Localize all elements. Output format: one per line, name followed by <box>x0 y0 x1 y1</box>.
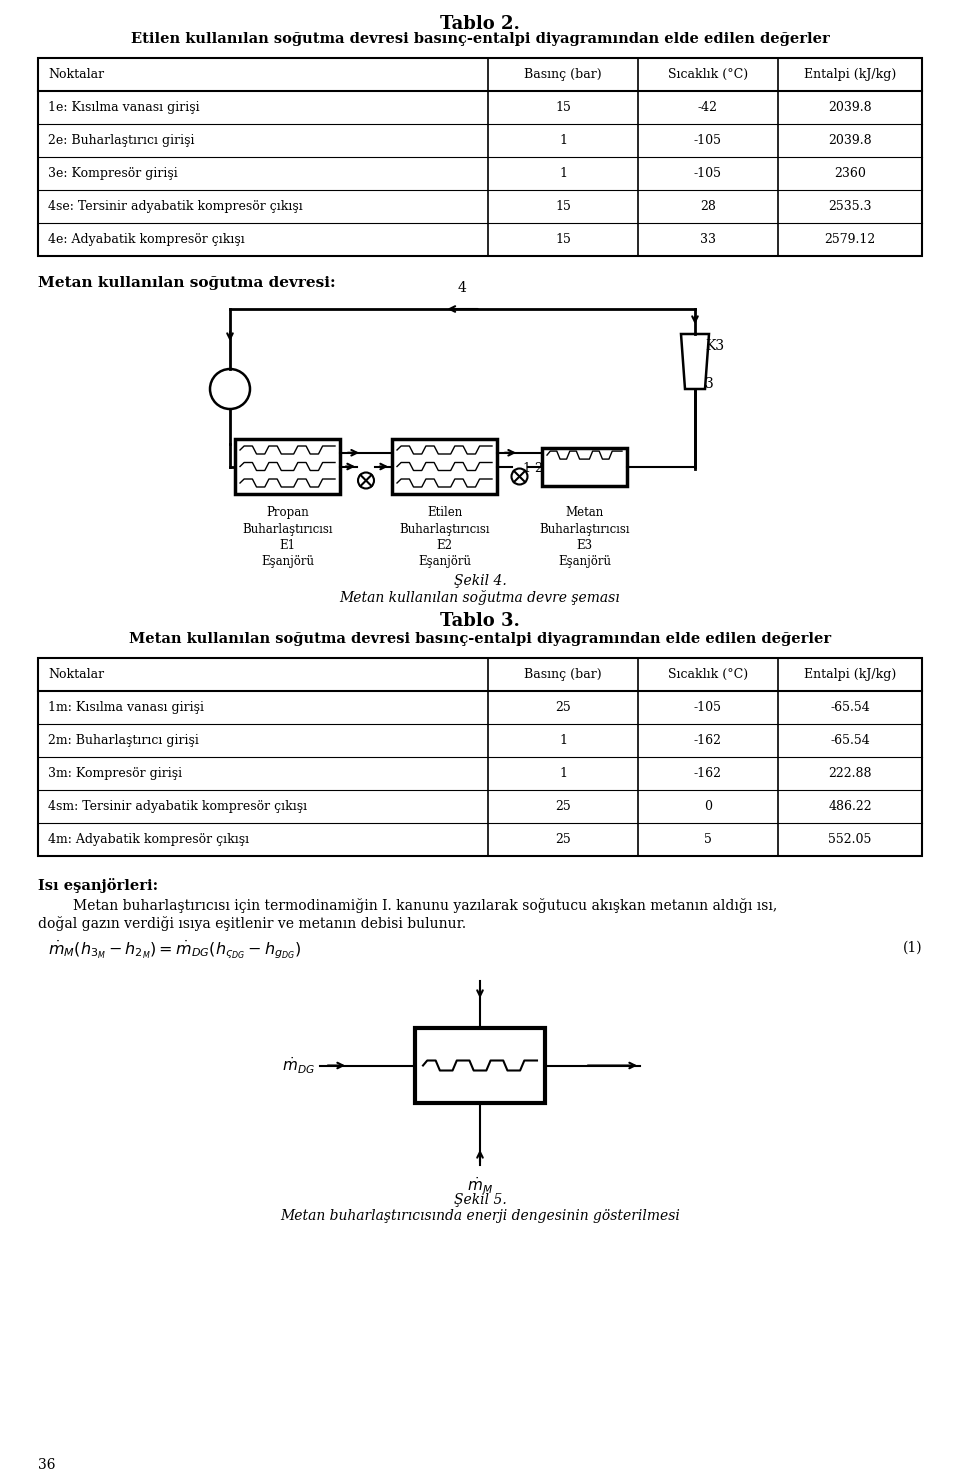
Text: Metan buharlaştırıcısı için termodinamiğin I. kanunu yazılarak soğutucu akışkan : Metan buharlaştırıcısı için termodinamiğ… <box>73 899 778 913</box>
Text: $\dot{m}_{DG}$: $\dot{m}_{DG}$ <box>282 1055 315 1075</box>
Text: 2579.12: 2579.12 <box>825 233 876 246</box>
Text: Metan kullanılan soğutma devresi:: Metan kullanılan soğutma devresi: <box>38 275 336 290</box>
Text: 2039.8: 2039.8 <box>828 102 872 113</box>
Text: 2e: Buharlaştırıcı girişi: 2e: Buharlaştırıcı girişi <box>48 134 195 147</box>
Text: -105: -105 <box>694 701 722 714</box>
Text: 1: 1 <box>559 134 567 147</box>
Text: Tablo 2.: Tablo 2. <box>440 15 520 32</box>
Text: -65.54: -65.54 <box>830 701 870 714</box>
Text: Isı eşanjörleri:: Isı eşanjörleri: <box>38 878 158 893</box>
Text: Metan
Buharlaştırıcısı
E3
Eşanjörü: Metan Buharlaştırıcısı E3 Eşanjörü <box>540 507 630 569</box>
Text: Metan kullanılan soğutma devre şeması: Metan kullanılan soğutma devre şeması <box>340 591 620 605</box>
Text: 25: 25 <box>555 701 571 714</box>
Text: -65.54: -65.54 <box>830 734 870 747</box>
Text: Etilen
Buharlaştırıcısı
E2
Eşanjörü: Etilen Buharlaştırıcısı E2 Eşanjörü <box>399 507 490 569</box>
Text: Metan kullanılan soğutma devresi basınç-entalpi diyagramından elde edilen değerl: Metan kullanılan soğutma devresi basınç-… <box>129 632 831 647</box>
Text: Etilen kullanılan soğutma devresi basınç-entalpi diyagramından elde edilen değer: Etilen kullanılan soğutma devresi basınç… <box>131 32 829 46</box>
Text: 3: 3 <box>705 377 713 390</box>
Bar <box>38 658 922 856</box>
Text: -105: -105 <box>694 134 722 147</box>
Text: 0: 0 <box>704 800 712 813</box>
Text: Şekil 5.: Şekil 5. <box>454 1193 506 1206</box>
Text: 15: 15 <box>555 233 571 246</box>
Text: 222.88: 222.88 <box>828 767 872 781</box>
Bar <box>542 448 627 486</box>
Text: 4sm: Tersinir adyabatik kompresör çıkışı: 4sm: Tersinir adyabatik kompresör çıkışı <box>48 800 307 813</box>
Text: 2535.3: 2535.3 <box>828 200 872 214</box>
Text: Tablo 3.: Tablo 3. <box>440 611 520 630</box>
Text: 28: 28 <box>700 200 716 214</box>
Text: Noktalar: Noktalar <box>48 68 104 81</box>
Text: Sıcaklık (°C): Sıcaklık (°C) <box>668 667 748 681</box>
Bar <box>415 1028 545 1103</box>
Text: -42: -42 <box>698 102 718 113</box>
Text: 2m: Buharlaştırıcı girişi: 2m: Buharlaştırıcı girişi <box>48 734 199 747</box>
Text: Noktalar: Noktalar <box>48 667 104 681</box>
Text: 486.22: 486.22 <box>828 800 872 813</box>
Text: -105: -105 <box>694 166 722 180</box>
Text: 1: 1 <box>522 463 530 474</box>
Text: 3m: Kompresör girişi: 3m: Kompresör girişi <box>48 767 182 781</box>
Bar <box>38 57 922 256</box>
Text: 1: 1 <box>559 166 567 180</box>
Text: 4e: Adyabatik kompresör çıkışı: 4e: Adyabatik kompresör çıkışı <box>48 233 245 246</box>
Text: $\dot{m}_M$: $\dot{m}_M$ <box>468 1175 492 1196</box>
Text: 4: 4 <box>458 281 467 295</box>
Text: 4se: Tersinir adyabatik kompresör çıkışı: 4se: Tersinir adyabatik kompresör çıkışı <box>48 200 302 214</box>
Text: Entalpi (kJ/kg): Entalpi (kJ/kg) <box>804 667 896 681</box>
Text: 4m: Adyabatik kompresör çıkışı: 4m: Adyabatik kompresör çıkışı <box>48 834 250 846</box>
Text: 5: 5 <box>704 834 712 846</box>
Text: 2: 2 <box>534 463 542 474</box>
Text: 25: 25 <box>555 800 571 813</box>
Text: 1: 1 <box>559 767 567 781</box>
Text: 1: 1 <box>559 734 567 747</box>
Text: 36: 36 <box>38 1458 56 1472</box>
Text: Propan
Buharlaştırıcısı
E1
Eşanjörü: Propan Buharlaştırıcısı E1 Eşanjörü <box>242 507 333 569</box>
Text: 3e: Kompresör girişi: 3e: Kompresör girişi <box>48 166 178 180</box>
Text: $\dot{m}_M \left( h_{3_M} - h_{2_M} \right) = \dot{m}_{DG} \left( h_{\varsigma_{: $\dot{m}_M \left( h_{3_M} - h_{2_M} \rig… <box>48 938 301 960</box>
Text: 15: 15 <box>555 102 571 113</box>
Text: Şekil 4.: Şekil 4. <box>454 574 506 588</box>
Text: -162: -162 <box>694 734 722 747</box>
Bar <box>392 439 497 493</box>
Text: (1): (1) <box>902 941 922 955</box>
Text: 552.05: 552.05 <box>828 834 872 846</box>
Text: 2360: 2360 <box>834 166 866 180</box>
Text: Basınç (bar): Basınç (bar) <box>524 667 602 681</box>
Text: doğal gazın verdiği ısıya eşitlenir ve metanın debisi bulunur.: doğal gazın verdiği ısıya eşitlenir ve m… <box>38 916 467 931</box>
Text: 1e: Kısılma vanası girişi: 1e: Kısılma vanası girişi <box>48 102 200 113</box>
Text: 2039.8: 2039.8 <box>828 134 872 147</box>
Text: Entalpi (kJ/kg): Entalpi (kJ/kg) <box>804 68 896 81</box>
Text: 15: 15 <box>555 200 571 214</box>
Text: Metan buharlaştırıcısında enerji dengesinin gösterilmesi: Metan buharlaştırıcısında enerji dengesi… <box>280 1209 680 1223</box>
Text: 1m: Kısılma vanası girişi: 1m: Kısılma vanası girişi <box>48 701 204 714</box>
Text: 33: 33 <box>700 233 716 246</box>
Text: 25: 25 <box>555 834 571 846</box>
Text: -162: -162 <box>694 767 722 781</box>
Bar <box>235 439 340 493</box>
Text: K3: K3 <box>705 339 724 354</box>
Text: Sıcaklık (°C): Sıcaklık (°C) <box>668 68 748 81</box>
Text: Basınç (bar): Basınç (bar) <box>524 68 602 81</box>
